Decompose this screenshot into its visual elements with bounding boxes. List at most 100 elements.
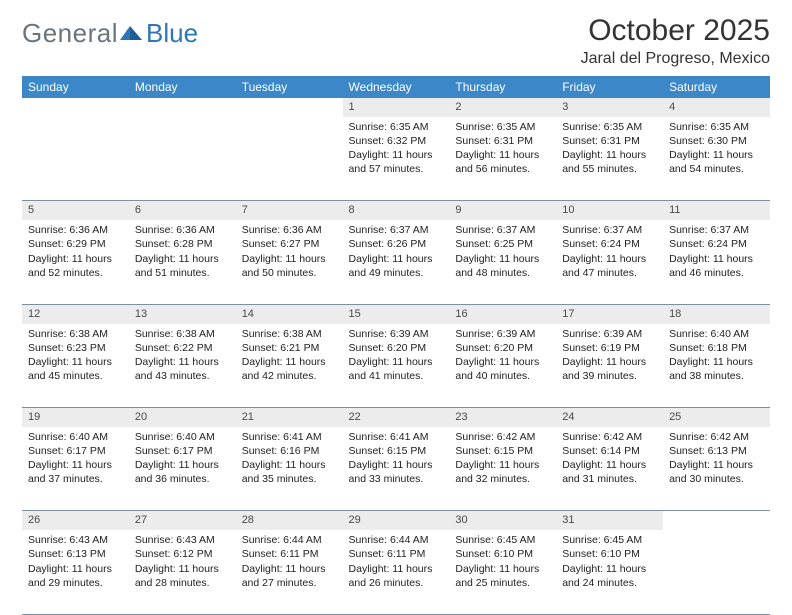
day-cell-body: Sunrise: 6:42 AMSunset: 6:13 PMDaylight:…: [663, 427, 770, 491]
daylight-text: Daylight: 11 hours and 24 minutes.: [562, 562, 657, 590]
sunset-text: Sunset: 6:31 PM: [455, 134, 550, 148]
sunset-text: Sunset: 6:31 PM: [562, 134, 657, 148]
day-cell: Sunrise: 6:43 AMSunset: 6:13 PMDaylight:…: [22, 530, 129, 614]
day-cell: Sunrise: 6:37 AMSunset: 6:25 PMDaylight:…: [449, 220, 556, 304]
weekday-saturday: Saturday: [663, 76, 770, 98]
day-number: 5: [22, 201, 129, 220]
daylight-text: Daylight: 11 hours and 32 minutes.: [455, 458, 550, 486]
day-cell: [129, 117, 236, 201]
day-number: 7: [236, 201, 343, 220]
day-number: 17: [556, 304, 663, 323]
sunset-text: Sunset: 6:10 PM: [455, 547, 550, 561]
day-number: 24: [556, 408, 663, 427]
day-number: 16: [449, 304, 556, 323]
daylight-text: Daylight: 11 hours and 54 minutes.: [669, 148, 764, 176]
day-cell: Sunrise: 6:37 AMSunset: 6:24 PMDaylight:…: [556, 220, 663, 304]
day-number: 8: [343, 201, 450, 220]
sunrise-text: Sunrise: 6:38 AM: [242, 327, 337, 341]
day-cell-body: [22, 117, 129, 124]
sunrise-text: Sunrise: 6:43 AM: [135, 533, 230, 547]
day-number: 9: [449, 201, 556, 220]
logo-text-blue: Blue: [146, 18, 198, 49]
sunset-text: Sunset: 6:15 PM: [349, 444, 444, 458]
day-cell: Sunrise: 6:39 AMSunset: 6:19 PMDaylight:…: [556, 324, 663, 408]
sunset-text: Sunset: 6:19 PM: [562, 341, 657, 355]
day-cell: Sunrise: 6:43 AMSunset: 6:12 PMDaylight:…: [129, 530, 236, 614]
sunset-text: Sunset: 6:11 PM: [242, 547, 337, 561]
day-cell-body: Sunrise: 6:44 AMSunset: 6:11 PMDaylight:…: [236, 530, 343, 594]
daylight-text: Daylight: 11 hours and 51 minutes.: [135, 252, 230, 280]
day-cell-body: Sunrise: 6:37 AMSunset: 6:24 PMDaylight:…: [663, 220, 770, 284]
day-number: 13: [129, 304, 236, 323]
day-cell-body: Sunrise: 6:39 AMSunset: 6:20 PMDaylight:…: [343, 324, 450, 388]
sunrise-text: Sunrise: 6:39 AM: [562, 327, 657, 341]
day-number: [22, 98, 129, 117]
day-cell: [663, 530, 770, 614]
weekday-friday: Friday: [556, 76, 663, 98]
day-cell-body: Sunrise: 6:42 AMSunset: 6:15 PMDaylight:…: [449, 427, 556, 491]
day-number: 6: [129, 201, 236, 220]
day-number: 14: [236, 304, 343, 323]
sunset-text: Sunset: 6:29 PM: [28, 237, 123, 251]
day-cell-body: Sunrise: 6:35 AMSunset: 6:31 PMDaylight:…: [449, 117, 556, 181]
logo: General Blue: [22, 14, 198, 49]
day-cell-body: Sunrise: 6:42 AMSunset: 6:14 PMDaylight:…: [556, 427, 663, 491]
day-cell-body: Sunrise: 6:40 AMSunset: 6:17 PMDaylight:…: [22, 427, 129, 491]
day-cell: Sunrise: 6:35 AMSunset: 6:31 PMDaylight:…: [449, 117, 556, 201]
day-cell-body: Sunrise: 6:39 AMSunset: 6:20 PMDaylight:…: [449, 324, 556, 388]
day-cell: Sunrise: 6:45 AMSunset: 6:10 PMDaylight:…: [449, 530, 556, 614]
weekday-header-row: Sunday Monday Tuesday Wednesday Thursday…: [22, 76, 770, 98]
day-number: [236, 98, 343, 117]
sunset-text: Sunset: 6:16 PM: [242, 444, 337, 458]
day-number: 15: [343, 304, 450, 323]
sunrise-text: Sunrise: 6:42 AM: [562, 430, 657, 444]
daynum-row: 1234: [22, 98, 770, 117]
sunrise-text: Sunrise: 6:39 AM: [455, 327, 550, 341]
day-cell: Sunrise: 6:44 AMSunset: 6:11 PMDaylight:…: [343, 530, 450, 614]
sunrise-text: Sunrise: 6:37 AM: [562, 223, 657, 237]
sunset-text: Sunset: 6:32 PM: [349, 134, 444, 148]
daylight-text: Daylight: 11 hours and 52 minutes.: [28, 252, 123, 280]
daylight-text: Daylight: 11 hours and 43 minutes.: [135, 355, 230, 383]
day-number: [129, 98, 236, 117]
day-cell: Sunrise: 6:44 AMSunset: 6:11 PMDaylight:…: [236, 530, 343, 614]
sunrise-text: Sunrise: 6:35 AM: [562, 120, 657, 134]
week-row: Sunrise: 6:35 AM Sunset: 6:32 PM Daylight:…: [22, 117, 770, 201]
day-number: 10: [556, 201, 663, 220]
day-cell-body: Sunrise: 6:38 AMSunset: 6:23 PMDaylight:…: [22, 324, 129, 388]
day-cell: Sunrise: 6:40 AMSunset: 6:18 PMDaylight:…: [663, 324, 770, 408]
day-cell-body: [129, 117, 236, 124]
day-cell: Sunrise: 6:41 AMSunset: 6:15 PMDaylight:…: [343, 427, 450, 511]
day-cell-body: Sunrise: 6:45 AMSunset: 6:10 PMDaylight:…: [449, 530, 556, 594]
daylight-text: Daylight: 11 hours and 27 minutes.: [242, 562, 337, 590]
sunset-text: Sunset: 6:13 PM: [28, 547, 123, 561]
day-cell: Sunrise: 6:42 AMSunset: 6:14 PMDaylight:…: [556, 427, 663, 511]
day-cell: Sunrise: 6:35 AMSunset: 6:30 PMDaylight:…: [663, 117, 770, 201]
day-cell-body: [663, 530, 770, 537]
day-cell-body: Sunrise: 6:38 AMSunset: 6:22 PMDaylight:…: [129, 324, 236, 388]
day-cell: Sunrise: 6:37 AMSunset: 6:26 PMDaylight:…: [343, 220, 450, 304]
daylight-text: Daylight: 11 hours and 33 minutes.: [349, 458, 444, 486]
daylight-text: Daylight: 11 hours and 47 minutes.: [562, 252, 657, 280]
day-cell-body: Sunrise: 6:43 AMSunset: 6:13 PMDaylight:…: [22, 530, 129, 594]
daylight-text: Daylight: 11 hours and 50 minutes.: [242, 252, 337, 280]
week-row: Sunrise: 6:40 AMSunset: 6:17 PMDaylight:…: [22, 427, 770, 511]
day-number: [663, 511, 770, 530]
daylight-text: Daylight: 11 hours and 31 minutes.: [562, 458, 657, 486]
sunset-text: Sunset: 6:22 PM: [135, 341, 230, 355]
day-cell-body: Sunrise: 6:39 AMSunset: 6:19 PMDaylight:…: [556, 324, 663, 388]
sunset-text: Sunset: 6:17 PM: [28, 444, 123, 458]
day-cell-body: Sunrise: 6:40 AMSunset: 6:18 PMDaylight:…: [663, 324, 770, 388]
day-cell: Sunrise: 6:42 AMSunset: 6:13 PMDaylight:…: [663, 427, 770, 511]
day-number: 30: [449, 511, 556, 530]
day-cell-body: Sunrise: 6:35 AMSunset: 6:31 PMDaylight:…: [556, 117, 663, 181]
day-cell: Sunrise: 6:40 AMSunset: 6:17 PMDaylight:…: [22, 427, 129, 511]
day-cell: Sunrise: 6:38 AMSunset: 6:21 PMDaylight:…: [236, 324, 343, 408]
day-cell-body: Sunrise: 6:36 AMSunset: 6:27 PMDaylight:…: [236, 220, 343, 284]
daynum-row: 567891011: [22, 201, 770, 220]
day-cell-body: Sunrise: 6:41 AMSunset: 6:16 PMDaylight:…: [236, 427, 343, 491]
weekday-thursday: Thursday: [449, 76, 556, 98]
header: General Blue October 2025 Jaral del Prog…: [22, 14, 770, 68]
title-block: October 2025 Jaral del Progreso, Mexico: [581, 14, 770, 68]
sunrise-text: Sunrise: 6:45 AM: [455, 533, 550, 547]
